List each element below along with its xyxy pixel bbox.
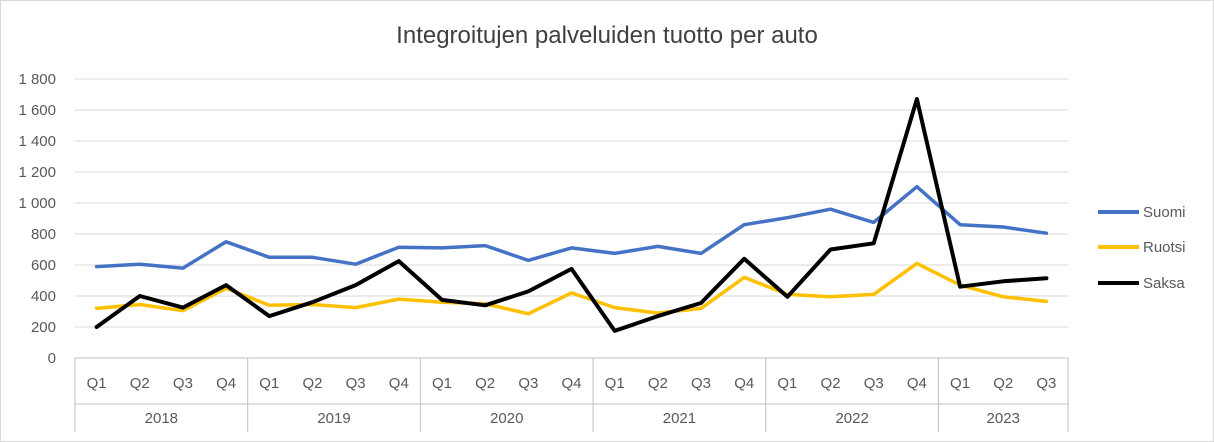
legend-label: Saksa [1143,275,1185,292]
legend: Suomi Ruotsi Saksa [1098,204,1186,292]
x-tick-label: Q2 [648,375,668,392]
y-tick-label: 0 [48,350,56,367]
y-tick-label: 400 [31,288,56,305]
x-tick-label: Q3 [518,375,538,392]
x-tick-label: Q1 [432,375,452,392]
x-tick-label: Q3 [1036,375,1056,392]
x-group-label: 2021 [663,410,696,427]
series-line-suomi [94,184,1049,270]
y-tick-label: 1 400 [18,133,56,150]
x-tick-label: Q4 [389,375,409,392]
chart-title: Integroitujen palveluiden tuotto per aut… [396,22,818,49]
x-group-label: 2022 [835,410,868,427]
x-group-label: 2018 [145,410,178,427]
x-tick-label: Q3 [691,375,711,392]
x-tick-label: Q3 [173,375,193,392]
legend-label: Suomi [1143,204,1186,221]
x-tick-label: Q4 [734,375,754,392]
x-axis: Q1 Q2 Q3 Q4 Q1 Q2 Q3 Q4 Q1 Q2 Q3 Q4 Q1 Q2 Q3 Q4 Q1 Q2 Q3 Q4… [74,357,1069,432]
x-tick-label: Q2 [130,375,150,392]
y-tick-label: 1 600 [18,102,56,119]
x-tick-label: Q1 [950,375,970,392]
x-tick-label: Q4 [907,375,927,392]
y-tick-label: 800 [31,226,56,243]
series-line-ruotsi [94,261,1049,316]
x-tick-label: Q1 [605,375,625,392]
y-tick-label: 1 800 [18,71,56,88]
x-group-label: 2020 [490,410,523,427]
series-line-saksa [94,97,1049,333]
x-group-label: 2023 [987,410,1020,427]
x-tick-label: Q1 [777,375,797,392]
x-tick-label: Q2 [302,375,322,392]
y-tick-label: 200 [31,319,56,336]
y-tick-label: 600 [31,257,56,274]
x-tick-label: Q2 [475,375,495,392]
x-tick-label: Q1 [259,375,279,392]
x-tick-label: Q2 [821,375,841,392]
x-tick-label: Q3 [864,375,884,392]
x-tick-label: Q2 [993,375,1013,392]
y-axis-tick-labels: 0 200 400 600 800 1 000 1 200 1 400 1 600 1 800 [18,71,56,367]
series-lines [94,97,1049,333]
x-group-label: 2019 [317,410,350,427]
y-tick-label: 1 000 [18,195,56,212]
legend-label: Ruotsi [1143,239,1186,256]
x-tick-label: Q1 [87,375,107,392]
x-tick-label: Q4 [561,375,581,392]
x-tick-label: Q4 [216,375,236,392]
x-tick-label: Q3 [346,375,366,392]
y-tick-label: 1 200 [18,164,56,181]
